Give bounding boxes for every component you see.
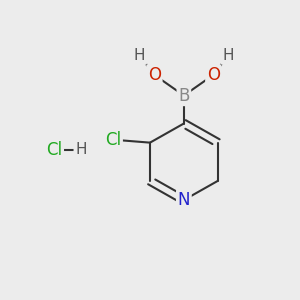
Text: Cl: Cl [46, 141, 62, 159]
Text: H: H [222, 48, 234, 63]
Text: N: N [178, 191, 190, 209]
Text: H: H [134, 48, 146, 63]
Text: B: B [178, 86, 190, 104]
Text: Cl: Cl [105, 131, 121, 149]
Text: O: O [148, 66, 161, 84]
Text: H: H [75, 142, 87, 158]
Text: O: O [207, 66, 220, 84]
